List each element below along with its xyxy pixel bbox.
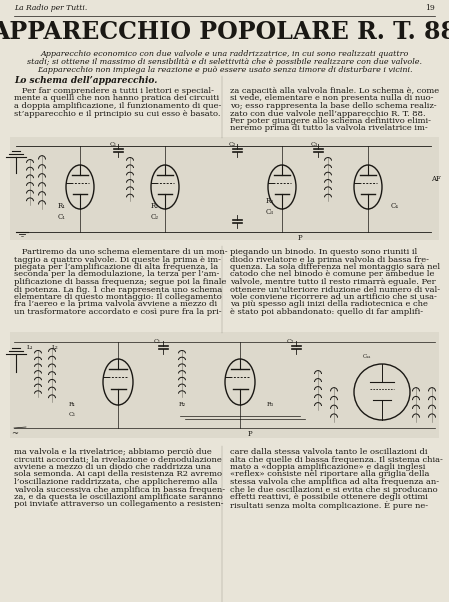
Text: circuiti accordati; la rivelazione o demodulazione: circuiti accordati; la rivelazione o dem…	[14, 456, 222, 464]
Text: ottenere un’ulteriore riduzione del numero di val-: ottenere un’ulteriore riduzione del nume…	[230, 285, 440, 294]
Text: La Radio per Tutti.: La Radio per Tutti.	[14, 4, 87, 12]
Text: P: P	[248, 430, 252, 438]
Text: C₁: C₁	[68, 412, 75, 417]
Text: R₃: R₃	[266, 197, 274, 205]
Text: sola semonda. Ai capi della resistenza R2 avremo: sola semonda. Ai capi della resistenza R…	[14, 471, 222, 479]
Text: C₂: C₂	[229, 142, 236, 147]
Text: za, e da questa le oscillazioni amplificate saranno: za, e da questa le oscillazioni amplific…	[14, 493, 223, 501]
Text: APPARECCHIO POPOLARE R. T. 88: APPARECCHIO POPOLARE R. T. 88	[0, 20, 449, 44]
Text: L₁: L₁	[27, 345, 33, 350]
Bar	[10, 137, 439, 240]
Text: mente a quelli che non hanno pratica dei circuiti: mente a quelli che non hanno pratica dei…	[14, 95, 219, 102]
Text: effetti reattivi, è possibile ottenere degli ottimi: effetti reattivi, è possibile ottenere d…	[230, 493, 428, 501]
Text: poi inviate attraverso un collegamento a resisten-: poi inviate attraverso un collegamento a…	[14, 500, 224, 509]
Text: Lo schema dell’apparecchio.: Lo schema dell’apparecchio.	[14, 76, 158, 85]
Text: R₂: R₂	[178, 402, 185, 407]
Text: risultati senza molta complicazione. È pure ne-: risultati senza molta complicazione. È p…	[230, 500, 428, 509]
Text: C₁: C₁	[110, 142, 117, 147]
Text: R₃: R₃	[266, 402, 273, 407]
Text: stadi; si ottiene il massimo di sensibilità e di selettività che è possibile rea: stadi; si ottiene il massimo di sensibil…	[27, 58, 422, 66]
Text: di potenza. La fig. 1 che rappresenta uno schema: di potenza. La fig. 1 che rappresenta un…	[14, 285, 222, 294]
Text: valvole, mentre tutto il resto rimarrà eguale. Per: valvole, mentre tutto il resto rimarrà e…	[230, 278, 436, 286]
Text: «reflex» consiste nel riportare alla griglia della: «reflex» consiste nel riportare alla gri…	[230, 471, 429, 479]
Text: ma valvola e la rivelatrice; abbiamo perciò due: ma valvola e la rivelatrice; abbiamo per…	[14, 448, 212, 456]
Text: vo; esso rappresenta la base dello schema realiz-: vo; esso rappresenta la base dello schem…	[230, 102, 436, 110]
Text: quenza. La sola differenza nel montaggio sarà nel: quenza. La sola differenza nel montaggio…	[230, 263, 440, 271]
Text: piegata per l’amplificazione di alta frequenza, la: piegata per l’amplificazione di alta fre…	[14, 263, 218, 271]
Text: diodo rivelatore e la prima valvola di bassa fre-: diodo rivelatore e la prima valvola di b…	[230, 255, 429, 264]
Text: za capacità alla valvola finale. Lo schema è, come: za capacità alla valvola finale. Lo sche…	[230, 87, 439, 95]
Text: R₁: R₁	[58, 202, 66, 210]
Bar	[10, 332, 439, 438]
Text: stessa valvola che amplifica ad alta frequenza an-: stessa valvola che amplifica ad alta fre…	[230, 478, 439, 486]
Text: R₁: R₁	[69, 402, 75, 407]
Text: valvola successiva che amplifica in bassa frequen-: valvola successiva che amplifica in bass…	[14, 485, 225, 494]
Text: P: P	[298, 234, 302, 242]
Text: AF: AF	[431, 175, 441, 183]
Text: va più spesso agli inizi della radiotecnica e che: va più spesso agli inizi della radiotecn…	[230, 300, 428, 308]
Text: seconda per la demodulazione, la terza per l’am-: seconda per la demodulazione, la terza p…	[14, 270, 220, 279]
Text: Per far comprendere a tutti i lettori e special-: Per far comprendere a tutti i lettori e …	[14, 87, 214, 95]
Text: care dalla stessa valvola tanto le oscillazioni di: care dalla stessa valvola tanto le oscil…	[230, 448, 427, 456]
Text: elementare di questo montaggio: Il collegamento: elementare di questo montaggio: Il colle…	[14, 293, 222, 301]
Text: avviene a mezzo di un diodo che raddrizza una: avviene a mezzo di un diodo che raddrizz…	[14, 463, 211, 471]
Text: R₂: R₂	[151, 202, 159, 210]
Text: è stato poi abbandonato: quello di far amplifi-: è stato poi abbandonato: quello di far a…	[230, 308, 423, 316]
Text: si vede, elementare e non presenta nulla di nuo-: si vede, elementare e non presenta nulla…	[230, 95, 433, 102]
Text: ~: ~	[12, 430, 18, 438]
Text: 19: 19	[425, 4, 435, 12]
Text: piegando un binodo. In questo sono riuniti il: piegando un binodo. In questo sono riuni…	[230, 248, 417, 256]
Text: plificazione di bassa frequenza; segue poi la finale: plificazione di bassa frequenza; segue p…	[14, 278, 226, 286]
Text: Per poter giungere allo schema definitivo elimi-: Per poter giungere allo schema definitiv…	[230, 117, 431, 125]
Text: un trasformatore accordato e così pure fra la pri-: un trasformatore accordato e così pure f…	[14, 308, 222, 316]
Text: Apparecchio economico con due valvole e una raddrizzatrice, in cui sono realizza: Apparecchio economico con due valvole e …	[40, 50, 409, 58]
Text: zato con due valvole nell’apparecchio R. T. 88.: zato con due valvole nell’apparecchio R.…	[230, 110, 426, 117]
Text: C₃: C₃	[266, 208, 274, 216]
Text: C₄: C₄	[391, 202, 399, 210]
Text: Partiremo da uno schema elementare di un mon-: Partiremo da uno schema elementare di un…	[14, 248, 228, 256]
Text: C₂: C₂	[286, 339, 294, 344]
Text: taggio a quattro valvole. Di queste la prima è im-: taggio a quattro valvole. Di queste la p…	[14, 255, 221, 264]
Text: che le due oscillazioni e si evita che si producano: che le due oscillazioni e si evita che s…	[230, 485, 438, 494]
Text: C₁: C₁	[58, 213, 66, 221]
Text: alta che quelle di bassa frequenza. Il sistema chia-: alta che quelle di bassa frequenza. Il s…	[230, 456, 443, 464]
Text: Cₐₐ: Cₐₐ	[363, 354, 371, 359]
Text: L’apparecchio non impiega la reazione e può essere usato senza timore di disturb: L’apparecchio non impiega la reazione e …	[37, 66, 412, 74]
Text: l’oscillazione raddrizzata, che applicheremo alla: l’oscillazione raddrizzata, che appliche…	[14, 478, 217, 486]
Text: st’apparecchio e il principio su cui esso è basato.: st’apparecchio e il principio su cui ess…	[14, 110, 220, 117]
Text: a doppia amplificazione, il funzionamento di que-: a doppia amplificazione, il funzionament…	[14, 102, 221, 110]
Text: mato a «doppia amplificazione» e dagli inglesi: mato a «doppia amplificazione» e dagli i…	[230, 463, 425, 471]
Text: fra l’aereo e la prima valvola avviene a mezzo di: fra l’aereo e la prima valvola avviene a…	[14, 300, 217, 308]
Text: C₁: C₁	[154, 339, 161, 344]
Text: catodo che nel binodo è comune per ambedue le: catodo che nel binodo è comune per ambed…	[230, 270, 434, 279]
Text: C₃: C₃	[310, 142, 317, 147]
Text: neremo prima di tutto la valvola rivelatrice im-: neremo prima di tutto la valvola rivelat…	[230, 125, 428, 132]
Text: L₂: L₂	[52, 345, 58, 350]
Text: vole conviene ricorrere ad un artificio che si usa-: vole conviene ricorrere ad un artificio …	[230, 293, 437, 301]
Text: C₂: C₂	[151, 213, 159, 221]
